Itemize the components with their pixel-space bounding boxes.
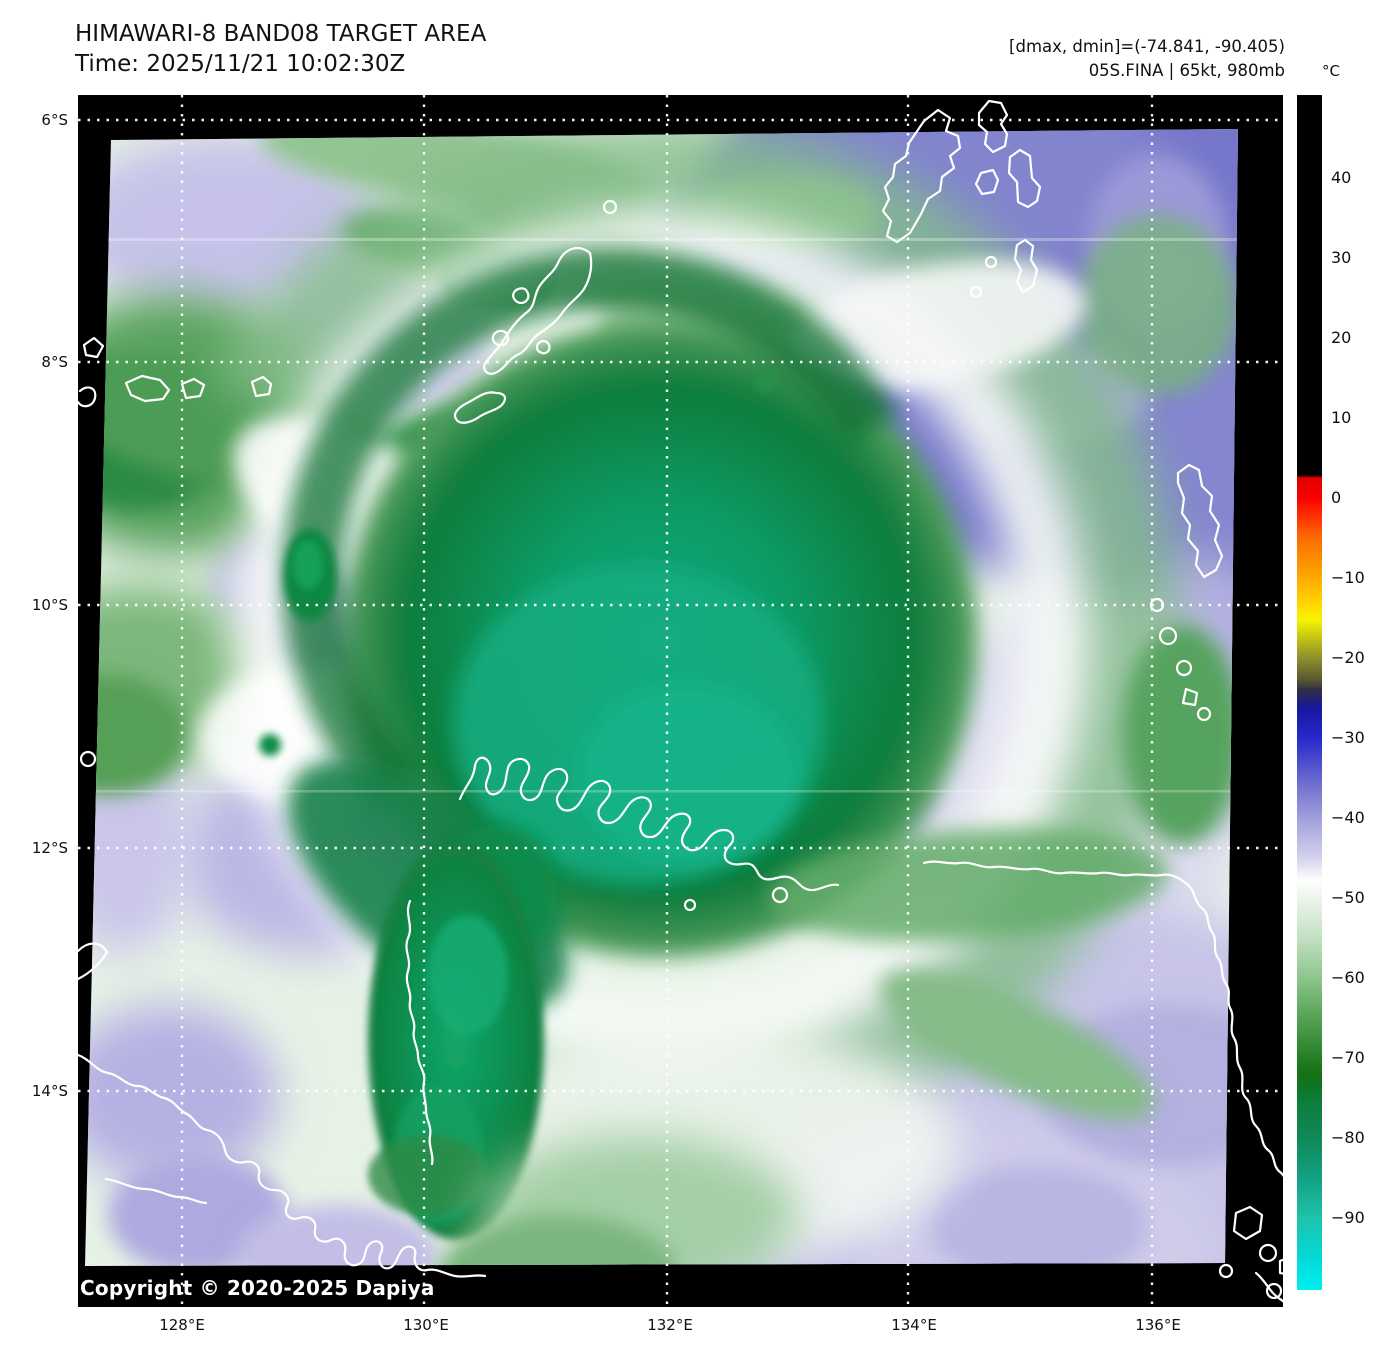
cb-tick-n10: −10 bbox=[1331, 568, 1365, 587]
lat-tick-8s: 8°S bbox=[41, 353, 68, 371]
lon-tick-128e: 128°E bbox=[159, 1316, 205, 1334]
scan-seam-artifacts bbox=[85, 238, 1238, 793]
copyright-label: Copyright © 2020-2025 Dapiya bbox=[80, 1276, 435, 1300]
coastlines bbox=[78, 99, 1283, 1303]
lat-tick-14s: 14°S bbox=[31, 1082, 68, 1100]
cb-tick-30: 30 bbox=[1331, 248, 1352, 267]
lat-tick-10s: 10°S bbox=[31, 596, 68, 614]
cb-tick-n70: −70 bbox=[1331, 1048, 1365, 1067]
lon-tick-132e: 132°E bbox=[647, 1316, 693, 1334]
storm-info-annotation: 05S.FINA | 65kt, 980mb bbox=[1088, 61, 1285, 80]
cb-tick-n40: −40 bbox=[1331, 808, 1365, 827]
cb-tick-n50: −50 bbox=[1331, 888, 1365, 907]
temperature-colorbar bbox=[1297, 95, 1322, 1290]
colorbar-unit-label: °C bbox=[1322, 62, 1340, 80]
cb-tick-0: 0 bbox=[1331, 488, 1342, 507]
satellite-map-plot bbox=[78, 95, 1283, 1307]
page-title: HIMAWARI-8 BAND08 TARGET AREA bbox=[75, 21, 487, 47]
dmax-dmin-annotation: [dmax, dmin]=(-74.841, -90.405) bbox=[1009, 37, 1285, 56]
lat-tick-12s: 12°S bbox=[31, 839, 68, 857]
cb-tick-n60: −60 bbox=[1331, 968, 1365, 987]
cb-tick-20: 20 bbox=[1331, 328, 1352, 347]
graticule bbox=[78, 95, 1283, 1307]
timestamp-label: Time: 2025/11/21 10:02:30Z bbox=[75, 51, 406, 77]
cb-tick-n80: −80 bbox=[1331, 1128, 1365, 1147]
cb-tick-n90: −90 bbox=[1331, 1208, 1365, 1227]
satellite-map-svg bbox=[78, 95, 1283, 1307]
cb-tick-n30: −30 bbox=[1331, 728, 1365, 747]
southern-green-bands bbox=[438, 625, 1238, 1266]
satellite-data-swath bbox=[85, 129, 1238, 1266]
cb-tick-40: 40 bbox=[1331, 168, 1352, 187]
lon-tick-130e: 130°E bbox=[403, 1316, 449, 1334]
lon-tick-136e: 136°E bbox=[1135, 1316, 1181, 1334]
southwest-convective-blob bbox=[368, 825, 558, 1240]
lon-tick-134e: 134°E bbox=[891, 1316, 937, 1334]
cb-tick-10: 10 bbox=[1331, 408, 1352, 427]
lat-tick-6s: 6°S bbox=[41, 111, 68, 129]
cb-tick-n20: −20 bbox=[1331, 648, 1365, 667]
small-cold-island-spots bbox=[259, 372, 776, 756]
